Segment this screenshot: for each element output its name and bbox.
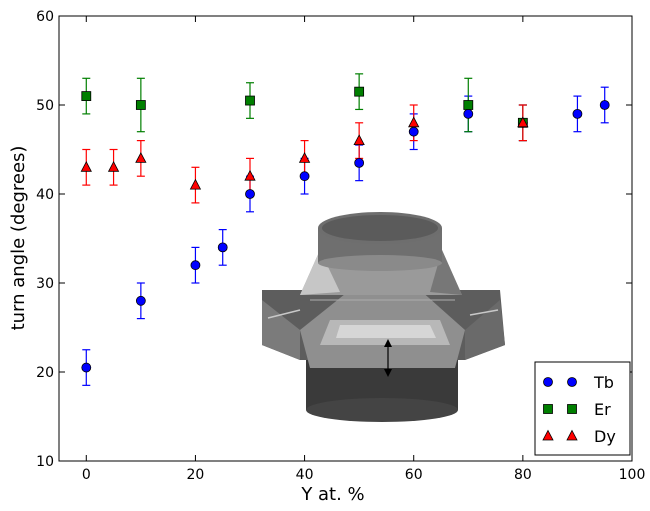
point-tb: [217, 242, 228, 253]
point-tb: [354, 157, 365, 168]
point-tb: [572, 109, 583, 119]
x-tick-label: 40: [296, 467, 314, 483]
legend-marker-dy: [542, 429, 554, 441]
x-tick-label: 100: [619, 467, 646, 483]
legend-marker-er: [543, 404, 553, 414]
point-dy: [244, 169, 256, 181]
point-er: [354, 86, 365, 97]
point-tb: [245, 189, 255, 199]
legend-label-er: Er: [594, 400, 611, 419]
y-tick-label: 40: [36, 187, 54, 203]
point-tb: [599, 100, 610, 110]
y-tick-label: 30: [36, 276, 54, 292]
point-er: [463, 100, 474, 110]
point-er: [245, 95, 255, 106]
point-er: [81, 91, 92, 101]
point-er: [135, 100, 146, 110]
plot-axes: 0 20 40 60 80 100 10 20 30 40 50 60: [36, 9, 645, 483]
point-tb: [81, 362, 92, 373]
legend-marker-er: [567, 404, 577, 414]
legend-label-dy: Dy: [594, 427, 616, 446]
point-tb: [463, 109, 474, 119]
point-tb: [190, 260, 201, 271]
legend: Tb Er Dy: [534, 361, 631, 456]
point-dy: [353, 134, 365, 145]
inset-3d-rendering: [262, 212, 505, 422]
legend-marker-dy: [566, 429, 578, 441]
point-dy: [107, 160, 120, 172]
data-markers: [80, 86, 610, 373]
legend-marker-tb: [567, 377, 577, 387]
plot-frame: [58, 15, 633, 462]
y-tick-label: 50: [36, 98, 54, 114]
x-axis-label: Y at. %: [300, 484, 364, 505]
point-tb: [135, 295, 146, 306]
point-dy: [517, 116, 529, 128]
y-tick-label: 10: [36, 454, 54, 470]
point-tb: [408, 126, 419, 137]
point-dy: [189, 178, 202, 190]
point-dy: [80, 160, 92, 172]
y-tick-label: 20: [36, 365, 54, 381]
point-dy: [298, 152, 311, 163]
legend-label-tb: Tb: [593, 373, 614, 392]
legend-marker-tb: [543, 377, 553, 387]
point-dy: [135, 152, 147, 163]
point-tb: [299, 171, 310, 182]
x-tick-label: 60: [405, 467, 423, 483]
y-tick-label: 60: [36, 9, 54, 25]
y-axis-label: turn angle (degrees): [8, 146, 29, 331]
x-tick-label: 20: [187, 467, 205, 483]
point-dy: [408, 116, 420, 128]
x-tick-label: 80: [514, 467, 532, 483]
x-tick-label: 0: [82, 467, 91, 483]
